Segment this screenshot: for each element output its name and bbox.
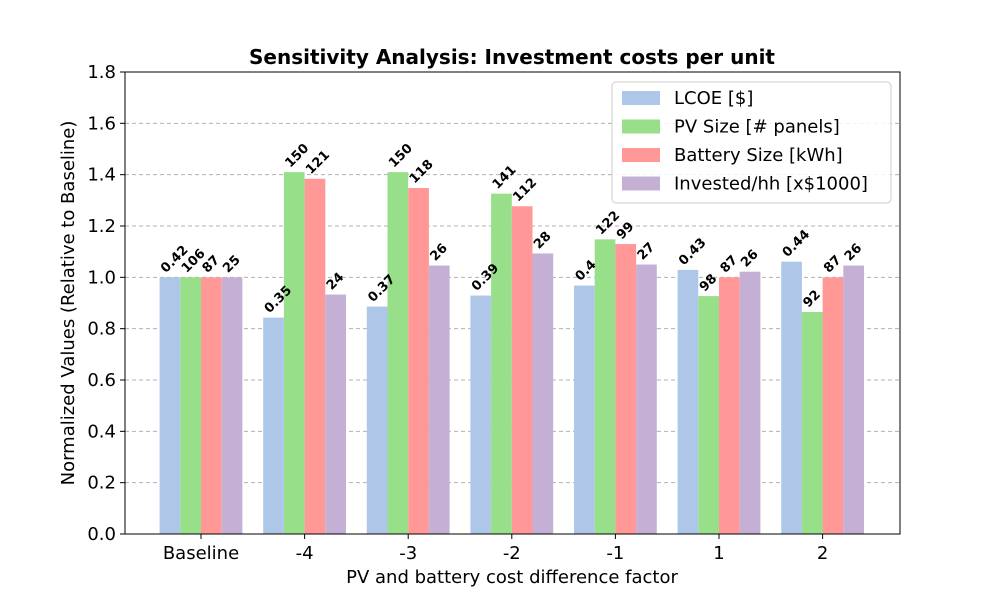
legend-label: LCOE [$]	[674, 88, 753, 109]
chart-title: Sensitivity Analysis: Investment costs p…	[249, 45, 775, 69]
legend-swatch	[622, 91, 660, 105]
y-tick-label: 1.2	[87, 216, 116, 237]
bar	[408, 188, 429, 534]
bar-value-label: 98	[697, 271, 720, 294]
legend-swatch	[622, 148, 660, 162]
bar	[491, 193, 512, 534]
bar	[843, 265, 864, 534]
bar	[594, 239, 616, 534]
y-axis-label: Normalized Values (Relative to Baseline)	[58, 121, 79, 486]
bar-value-label: 26	[842, 241, 865, 264]
legend-label: PV Size [# panels]	[674, 117, 840, 138]
y-tick-label: 0.6	[87, 370, 116, 391]
bar	[615, 243, 637, 534]
x-tick-label: 1	[713, 543, 724, 564]
bar-value-label: 150	[386, 141, 416, 171]
legend-swatch	[622, 119, 660, 134]
x-tick-label: 2	[817, 543, 828, 564]
legend-box	[611, 81, 892, 204]
bar	[739, 271, 761, 534]
x-tick-label: -1	[606, 543, 624, 564]
x-tick-label: -4	[296, 543, 314, 564]
bar-value-label: 0.44	[780, 227, 813, 260]
bar-value-label: 0.43	[676, 235, 709, 268]
bar	[574, 285, 595, 534]
y-tick-label: 1.0	[87, 267, 116, 288]
bar	[801, 311, 823, 534]
x-tick-label: -3	[399, 543, 417, 564]
legend: LCOE [$] PV Size [# panels] Battery Size […	[611, 81, 892, 204]
x-axis-ticks: Baseline -4 -3 -2 -1 1 2	[163, 534, 828, 564]
bar	[201, 277, 222, 534]
bar	[263, 317, 284, 534]
bar	[283, 172, 305, 534]
x-tick-label: Baseline	[163, 543, 239, 564]
bar	[781, 261, 802, 534]
bar	[719, 277, 740, 534]
bar-value-label: 87	[718, 253, 741, 276]
bar	[387, 172, 409, 534]
bar-value-label: 87	[821, 253, 844, 276]
y-tick-label: 0.8	[87, 319, 116, 340]
bar	[180, 277, 201, 534]
bar-value-label: 92	[800, 287, 823, 310]
bar-value-label: 112	[510, 175, 540, 205]
y-tick-label: 0.2	[87, 473, 116, 494]
bar	[636, 264, 657, 534]
bar	[698, 296, 719, 534]
bar	[325, 294, 346, 534]
bar	[428, 265, 450, 534]
y-tick-label: 1.4	[87, 165, 116, 186]
bar-value-label: 25	[220, 253, 243, 276]
bars-group	[159, 172, 864, 535]
y-tick-label: 0.4	[87, 421, 116, 442]
bar	[822, 277, 844, 534]
bar-value-label: 118	[407, 157, 437, 187]
legend-label: Battery Size [kWh]	[674, 145, 843, 166]
bar	[159, 277, 181, 534]
bar	[304, 178, 326, 535]
bar	[532, 253, 554, 535]
plot-frame	[124, 71, 901, 535]
bar	[366, 306, 388, 534]
x-axis-label: PV and battery cost difference factor	[346, 567, 678, 588]
bar-value-label: 26	[427, 241, 450, 264]
y-tick-label: 0.0	[87, 524, 116, 545]
bar	[677, 269, 699, 534]
bar	[511, 206, 533, 534]
bar	[221, 277, 243, 534]
y-tick-label: 1.6	[87, 113, 116, 134]
y-axis-ticks: 0.0 0.2 0.4 0.6 0.8 1.0 1.2 1.4 1.6 1.8	[87, 62, 125, 545]
legend-swatch	[622, 176, 660, 191]
bar-value-label: 141	[490, 163, 520, 193]
y-tick-label: 1.8	[87, 62, 116, 83]
bar	[470, 295, 492, 534]
x-tick-label: -2	[503, 543, 521, 564]
legend-label: Invested/hh [x$1000]	[674, 174, 868, 195]
bar-value-label: 26	[738, 247, 761, 270]
bar-value-label: 27	[635, 240, 658, 263]
bar-value-label: 28	[531, 229, 554, 252]
bar-value-label: 24	[324, 270, 347, 293]
